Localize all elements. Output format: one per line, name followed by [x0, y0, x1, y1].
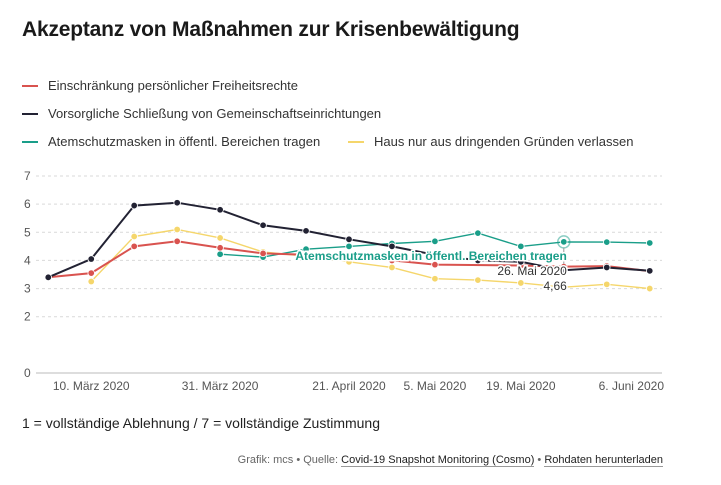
y-tick-label: 4: [24, 253, 31, 267]
scale-footnote: 1 = vollständige Ablehnung / 7 = vollstä…: [22, 415, 381, 431]
x-tick-label: 19. Mai 2020: [486, 379, 556, 393]
data-point: [388, 256, 396, 265]
legend-swatch: [22, 84, 38, 87]
data-point: [517, 258, 525, 266]
y-tick-label: 7: [24, 169, 31, 183]
legend-swatch: [22, 112, 38, 115]
data-point: [646, 239, 654, 247]
legend-item-restrictions[interactable]: Einschränkung persönlicher Freiheitsrech…: [22, 78, 298, 93]
data-point: [130, 242, 138, 251]
x-tick-label: 5. Mai 2020: [404, 379, 467, 393]
data-point: [259, 221, 267, 229]
data-point: [560, 238, 568, 246]
series-line: [48, 240, 650, 279]
x-tick-label: 6. Juni 2020: [599, 379, 665, 393]
data-point: [173, 199, 181, 207]
y-tick-label: 3: [24, 282, 31, 296]
legend-label: Einschränkung persönlicher Freiheitsrech…: [48, 78, 299, 93]
source-prefix: Grafik: mcs • Quelle:: [237, 454, 339, 466]
data-point: [130, 232, 138, 241]
source-link-cosmo[interactable]: Covid-19 Snapshot Monitoring (Cosmo): [341, 454, 535, 467]
annotation-date: 26. Mai 2020: [497, 264, 567, 278]
data-point: [431, 237, 439, 245]
data-point: [302, 251, 310, 259]
data-point: [431, 275, 439, 283]
x-tick-label: 31. März 2020: [182, 379, 259, 393]
y-tick-label: 2: [24, 310, 31, 324]
annotation-value: 4,66: [543, 279, 567, 293]
data-point: [345, 242, 353, 251]
data-point: [173, 237, 181, 245]
data-point: [603, 238, 611, 246]
data-point: [345, 253, 353, 262]
download-raw-data-link[interactable]: Rohdaten herunterladen: [544, 454, 663, 467]
legend-item-closures[interactable]: Vorsorgliche Schließung von Gemeinschaft…: [22, 106, 381, 121]
data-point: [388, 263, 396, 272]
data-point: [216, 206, 224, 214]
data-point: [173, 225, 181, 234]
legend-label: Vorsorgliche Schließung von Gemeinschaft…: [48, 106, 382, 121]
y-tick-label: 5: [24, 225, 31, 239]
data-point: [87, 255, 95, 263]
y-tick-label: 6: [24, 197, 31, 211]
data-point: [216, 234, 224, 242]
data-point: [560, 283, 568, 291]
series-line: [90, 228, 650, 290]
data-point: [302, 227, 310, 235]
data-point: [474, 256, 482, 265]
data-point: [646, 284, 654, 293]
line-chart: 0 2 3 4 5 6 7 10. März 2020 31. März 2020 21. Apr…: [24, 169, 665, 393]
data-point: [216, 244, 224, 252]
x-tick-label: 21. April 2020: [312, 379, 386, 393]
annotation-series-label: Atemschutzmasken in öffentl. Bereichen t…: [295, 249, 566, 263]
source-separator: •: [537, 454, 542, 466]
source-line: Grafik: mcs • Quelle: Covid-19 Snapshot …: [237, 454, 663, 467]
legend-label: Haus nur aus dringenden Gründen verlasse…: [374, 134, 634, 149]
legend-item-masks[interactable]: Atemschutzmasken in öffentl. Bereichen t…: [22, 134, 320, 149]
data-point: [646, 267, 654, 275]
data-point: [560, 266, 568, 274]
data-point: [388, 242, 396, 251]
chart-title: Akzeptanz von Maßnahmen zur Krisenbewält…: [22, 18, 520, 41]
data-point: [474, 229, 482, 237]
highlight-ring: [557, 235, 571, 249]
x-tick-label: 10. März 2020: [53, 379, 130, 393]
data-point: [431, 260, 439, 269]
data-point: [517, 279, 525, 287]
data-point: [87, 269, 95, 277]
legend-swatch: [22, 140, 38, 143]
data-point: [431, 251, 439, 259]
data-point: [130, 201, 138, 210]
legend-item-stay-home[interactable]: Haus nur aus dringenden Gründen verlasse…: [348, 134, 633, 149]
data-point: [603, 280, 611, 289]
data-point: [603, 263, 611, 272]
data-point: [216, 250, 224, 258]
data-point: [517, 242, 525, 251]
data-point: [259, 249, 267, 258]
legend-swatch: [348, 140, 364, 143]
data-point: [44, 273, 52, 282]
data-point: [345, 235, 353, 244]
data-point: [474, 276, 482, 284]
legend-label: Atemschutzmasken in öffentl. Bereichen t…: [48, 134, 321, 149]
data-point: [87, 277, 95, 286]
y-tick-label: 0: [24, 366, 31, 380]
